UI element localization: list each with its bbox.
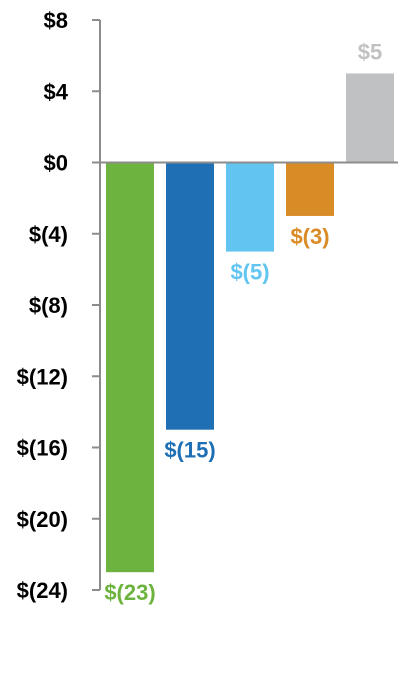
bar-2 xyxy=(166,162,214,430)
bar-3-value-label: $(5) xyxy=(230,260,269,285)
bar-2-value-label: $(15) xyxy=(164,438,215,463)
y-tick-label: $(20) xyxy=(17,507,68,532)
bar-1 xyxy=(106,162,154,573)
bars xyxy=(106,73,394,573)
y-axis: $8 $4 $0 $(4) $(8) $(12) $(16) $(20) $(24) xyxy=(17,8,101,603)
bar-5 xyxy=(346,73,394,163)
y-tick-label: $8 xyxy=(44,8,68,33)
y-tick-label: $(16) xyxy=(17,436,68,461)
y-tick-label: $(24) xyxy=(17,578,68,603)
data-labels: $(23) $(15) $(5) $(3) $5 xyxy=(104,39,382,605)
bar-3 xyxy=(226,162,274,252)
y-tick-label: $(12) xyxy=(17,364,68,389)
y-tick-label: $(4) xyxy=(29,222,68,247)
y-tick-label: $4 xyxy=(44,79,69,104)
bar-5-value-label: $5 xyxy=(358,39,382,64)
bar-4 xyxy=(286,162,334,216)
y-tick-label: $0 xyxy=(44,151,68,176)
y-tick-label: $(8) xyxy=(29,293,68,318)
bar-4-value-label: $(3) xyxy=(290,224,329,249)
bar-1-value-label: $(23) xyxy=(104,580,155,605)
